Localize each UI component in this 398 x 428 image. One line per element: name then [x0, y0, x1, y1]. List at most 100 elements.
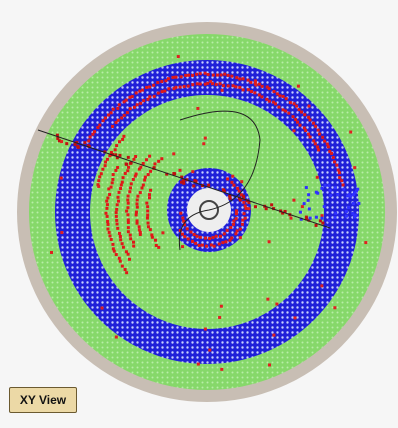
hit: [304, 129, 307, 132]
hit: [183, 85, 186, 88]
hit: [147, 173, 150, 176]
hit: [172, 172, 175, 175]
hit: [145, 86, 148, 89]
hit: [337, 168, 340, 171]
hit: [108, 231, 111, 234]
hit: [324, 184, 327, 187]
hit: [116, 107, 119, 110]
hit: [290, 217, 293, 220]
hit: [149, 170, 152, 173]
hit: [239, 228, 242, 231]
hit: [220, 305, 223, 308]
hit: [238, 77, 241, 80]
hit: [218, 242, 221, 245]
hit: [135, 213, 138, 216]
hit: [134, 155, 137, 158]
hit: [347, 206, 350, 209]
hit: [161, 90, 164, 93]
hit: [312, 139, 315, 142]
hit: [258, 93, 261, 96]
hit: [194, 242, 197, 245]
hit: [106, 215, 109, 218]
hit: [135, 202, 138, 205]
hit: [198, 244, 201, 247]
hit: [296, 121, 299, 124]
hit: [202, 142, 205, 145]
hit: [340, 179, 343, 182]
hit: [268, 100, 271, 103]
hit: [191, 240, 194, 243]
hit: [335, 164, 338, 167]
hit: [150, 233, 153, 236]
hit: [349, 131, 352, 134]
hit: [215, 83, 218, 86]
hit: [97, 185, 100, 188]
hit: [268, 240, 271, 243]
hit: [115, 253, 118, 256]
hit: [136, 219, 139, 222]
view-button[interactable]: XY View: [9, 387, 77, 413]
hit: [231, 175, 234, 178]
hit: [309, 135, 312, 138]
hit: [175, 76, 178, 79]
hit: [278, 94, 281, 97]
hit: [220, 368, 223, 371]
hit: [329, 189, 332, 192]
hit: [274, 102, 277, 105]
hit: [124, 172, 127, 175]
hit: [221, 241, 224, 244]
hit: [338, 171, 341, 174]
hit: [191, 170, 194, 173]
hit: [112, 247, 115, 250]
hit: [326, 142, 329, 145]
hit: [133, 106, 136, 109]
hit: [139, 191, 142, 194]
hit: [116, 203, 119, 206]
hit: [139, 166, 142, 169]
hit: [236, 187, 239, 190]
hit: [222, 188, 225, 191]
hit: [123, 114, 126, 117]
hit: [241, 219, 244, 222]
hit: [187, 237, 190, 240]
hit: [295, 105, 298, 108]
hit: [179, 86, 182, 89]
hit: [292, 129, 295, 132]
hit: [254, 79, 257, 82]
hit: [219, 82, 222, 85]
hit: [110, 238, 113, 241]
hit: [352, 193, 355, 196]
hit: [141, 89, 144, 92]
hit: [320, 187, 323, 190]
hit: [145, 202, 148, 205]
hit: [334, 186, 337, 189]
hit: [104, 117, 107, 120]
hit: [332, 156, 335, 159]
hit: [186, 227, 189, 230]
hit: [89, 135, 92, 138]
hit: [181, 245, 184, 248]
hit: [116, 222, 119, 225]
hit: [105, 207, 108, 210]
hit: [118, 257, 121, 260]
hit: [221, 89, 224, 92]
hit: [131, 95, 134, 98]
hit: [142, 99, 145, 102]
hit: [277, 106, 280, 109]
hit: [192, 184, 195, 187]
hit: [138, 228, 141, 231]
hit: [254, 205, 257, 208]
hit: [247, 79, 250, 82]
hit: [149, 228, 152, 231]
hit: [111, 125, 114, 128]
hit: [130, 182, 133, 185]
hit: [346, 194, 349, 197]
hit: [105, 212, 108, 215]
hit: [334, 212, 337, 215]
hit: [115, 219, 118, 222]
hit: [138, 90, 141, 93]
hit: [314, 142, 317, 145]
hit: [127, 166, 130, 169]
hit: [329, 194, 332, 197]
hit: [208, 237, 211, 240]
